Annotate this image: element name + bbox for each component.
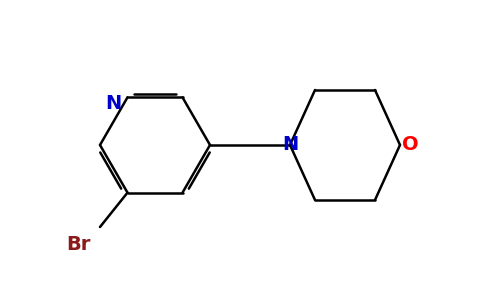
Text: N: N	[282, 136, 298, 154]
Text: Br: Br	[66, 236, 90, 254]
Text: N: N	[106, 94, 121, 113]
Text: O: O	[402, 136, 418, 154]
